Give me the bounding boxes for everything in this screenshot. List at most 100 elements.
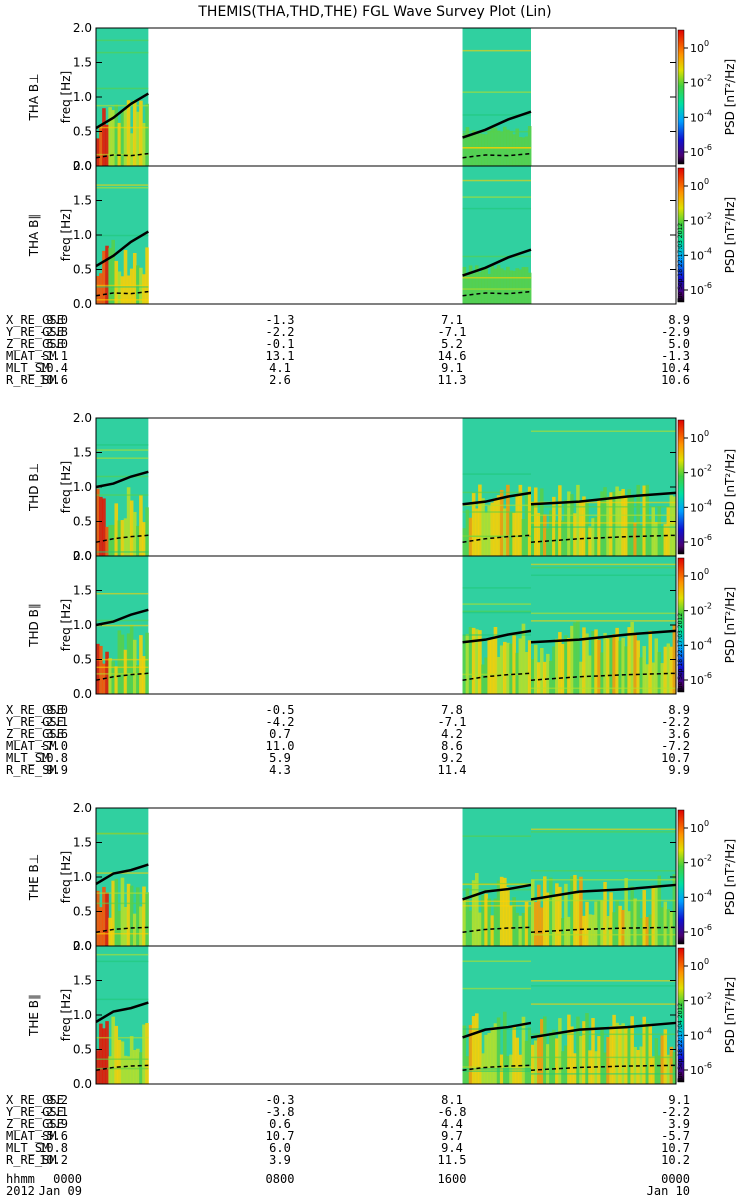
spectrogram-strip bbox=[594, 629, 598, 694]
y-tick-label: 1.0 bbox=[73, 618, 92, 632]
spectrogram-strip bbox=[465, 509, 470, 556]
upper-freq-line bbox=[462, 491, 532, 506]
spectrogram-strip bbox=[633, 1046, 637, 1084]
spectrogram-strip bbox=[132, 913, 137, 946]
spectrogram-strip bbox=[481, 895, 485, 946]
spectrogram-strip bbox=[484, 512, 488, 556]
spectrogram-strip bbox=[642, 646, 646, 694]
upper-freq-line bbox=[462, 110, 532, 139]
spectrogram-band bbox=[462, 473, 531, 475]
colorbar-label: PSD [nT²/Hz] bbox=[723, 977, 737, 1053]
colorbar-tick-exponent: -4 bbox=[704, 888, 712, 897]
ephemeris-value: 9.1 bbox=[441, 361, 463, 375]
colorbar bbox=[678, 810, 684, 944]
colorbar-tick-exponent: -6 bbox=[704, 1061, 712, 1070]
spectrogram-strip bbox=[612, 491, 616, 556]
spectrogram-band bbox=[462, 179, 531, 182]
y-axis-label: freq [Hz] bbox=[59, 461, 73, 513]
spectrogram-strip bbox=[612, 634, 616, 694]
spectrogram-strip bbox=[468, 265, 473, 304]
spectrogram-strip bbox=[462, 898, 467, 946]
spectrogram-strip bbox=[521, 266, 526, 304]
spectrogram-strip bbox=[537, 513, 541, 556]
spectrogram-strip bbox=[111, 524, 115, 556]
ephemeris-value: -6.8 bbox=[438, 1105, 467, 1119]
spectrogram-strip bbox=[555, 1038, 559, 1084]
upper-freq-line bbox=[95, 230, 149, 268]
spectrogram-strip bbox=[506, 484, 510, 556]
y-tick-label: 2.0 bbox=[73, 549, 92, 563]
time-axis-value: 1600 bbox=[438, 1172, 467, 1186]
spectrogram-strip bbox=[142, 122, 146, 166]
spectrogram-strip bbox=[481, 133, 485, 166]
upper-freq-line bbox=[462, 1021, 532, 1039]
ephemeris-value: 7.1 bbox=[441, 313, 463, 327]
y-tick-label: 0.0 bbox=[73, 1077, 92, 1091]
spectrogram-strip bbox=[576, 621, 580, 694]
spectrogram-band bbox=[462, 603, 531, 605]
spectrogram-strip bbox=[555, 638, 559, 694]
spectrogram-band bbox=[531, 1003, 676, 1005]
spectrogram-strip bbox=[521, 137, 526, 166]
colorbar-tick-label: 10 bbox=[690, 1029, 704, 1042]
spectrogram-strip bbox=[672, 1051, 677, 1084]
colorbar bbox=[678, 948, 684, 1082]
spectrogram-strip bbox=[591, 1018, 595, 1084]
spectrogram-strip bbox=[145, 507, 149, 556]
spectrogram-strip bbox=[515, 268, 520, 304]
timestamp-stamp: Tue Sep 18 22:17:04 2012 bbox=[677, 1003, 684, 1083]
spectrogram-strip bbox=[615, 1022, 619, 1084]
spectrogram-strip bbox=[499, 132, 504, 166]
spectrogram-strip bbox=[111, 1016, 115, 1084]
spectrogram-strip bbox=[600, 1026, 604, 1084]
spectrogram-strip bbox=[129, 500, 134, 556]
spectrogram-strip bbox=[543, 876, 547, 946]
colorbar-tick-label: 10 bbox=[690, 891, 704, 904]
spectrogram-strip bbox=[129, 885, 134, 946]
ephemeris-label: MLT_SM bbox=[6, 751, 49, 765]
timestamp-stamp: Tue Sep 18 22:17:03 2012 bbox=[677, 613, 684, 693]
spectrogram-band bbox=[462, 255, 531, 258]
spectrogram-strip bbox=[462, 634, 467, 694]
spectrogram-strip bbox=[660, 525, 665, 556]
ephemeris-value: 9.2 bbox=[441, 751, 463, 765]
spectrogram-strip bbox=[99, 126, 103, 166]
ephemeris-value: 10.7 bbox=[661, 751, 690, 765]
spectrogram-band bbox=[462, 883, 531, 886]
spectrogram-strip bbox=[561, 918, 565, 946]
ephemeris-value: -2.1 bbox=[39, 715, 68, 729]
spectrogram-strip bbox=[527, 640, 532, 694]
spectrogram-strip bbox=[111, 880, 115, 946]
y-tick-label: 0.5 bbox=[73, 905, 92, 919]
spectrogram-strip bbox=[99, 645, 103, 694]
spectrogram-band bbox=[531, 506, 676, 508]
ephemeris-label: MLAT_SM bbox=[6, 1129, 57, 1143]
spectrogram-strip bbox=[512, 270, 516, 304]
colorbar-tick-label: 10 bbox=[690, 857, 704, 870]
colorbar-tick-label: 10 bbox=[690, 639, 704, 652]
y-axis-label: freq [Hz] bbox=[59, 851, 73, 903]
ephemeris-value: 8.1 bbox=[441, 1093, 463, 1107]
colorbar-tick-label: 10 bbox=[690, 146, 704, 159]
spectrogram-strip bbox=[558, 485, 562, 556]
colorbar-tick-exponent: -6 bbox=[704, 143, 712, 152]
spectrogram-strip bbox=[493, 127, 498, 166]
spectrogram-strip bbox=[478, 272, 482, 304]
spectrogram-strip bbox=[132, 511, 137, 556]
spectrogram-strip bbox=[117, 1039, 122, 1084]
spectrogram-band bbox=[462, 535, 531, 538]
spectrogram-band bbox=[462, 114, 531, 116]
spectrogram-strip bbox=[120, 109, 125, 166]
spectrogram-band bbox=[462, 1068, 531, 1070]
spectrogram-band bbox=[96, 475, 149, 478]
spectrogram-strip bbox=[609, 1026, 613, 1084]
spectrogram-strip bbox=[579, 501, 583, 556]
ephemeris-value: 9.2 bbox=[46, 1093, 68, 1107]
spectrogram-strip bbox=[139, 494, 143, 556]
ephemeris-label: Y_RE_GSE bbox=[6, 715, 64, 729]
ephemeris-value: 10.4 bbox=[661, 361, 690, 375]
spectrogram-band bbox=[96, 186, 149, 189]
ephemeris-value: 4.4 bbox=[441, 1117, 463, 1131]
spectrogram-strip bbox=[126, 883, 131, 946]
spectrogram-band bbox=[96, 1036, 149, 1039]
